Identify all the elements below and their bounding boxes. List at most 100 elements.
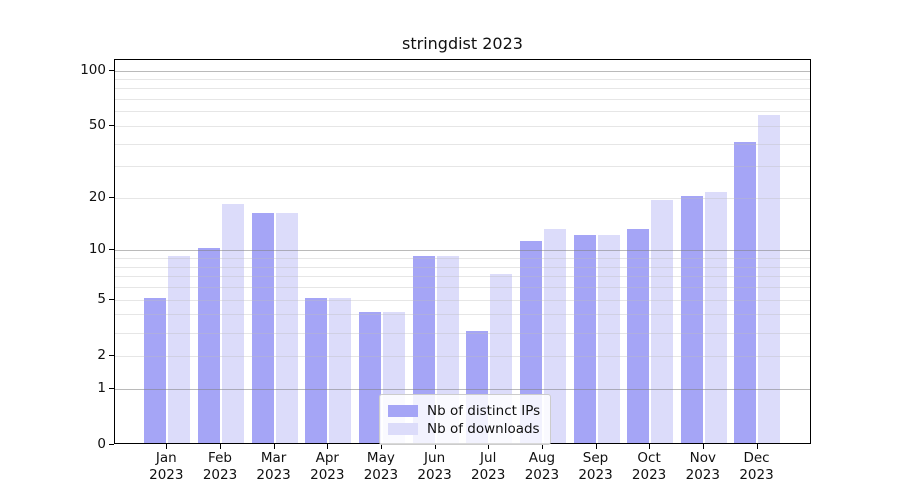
- x-tick-label-may: May 2023: [351, 450, 411, 484]
- x-tick-label-feb: Feb 2023: [190, 450, 250, 484]
- x-tick-label-jun: Jun 2023: [405, 450, 465, 484]
- x-tick-label-line: Mar: [260, 450, 287, 466]
- y-tick-mark: [109, 387, 114, 389]
- y-tick-label: 100: [80, 61, 106, 78]
- gridline-minor: [115, 126, 810, 127]
- x-tick-mark: [273, 444, 275, 449]
- x-tick-mark: [434, 444, 436, 449]
- y-tick-label: 0: [97, 436, 106, 452]
- bar-distinct-ips: [680, 196, 703, 443]
- x-tick-label-line: 2023: [363, 467, 399, 483]
- y-tick-label: 1: [97, 379, 106, 396]
- gridline-minor: [115, 111, 810, 113]
- x-tick-label-aug: Aug 2023: [512, 450, 572, 484]
- x-tick-mark: [220, 444, 221, 449]
- x-tick-label-mar: Mar 2023: [244, 450, 304, 484]
- bar-downloads: [329, 297, 352, 443]
- x-tick-label-line: Jul: [480, 450, 497, 466]
- legend-item-distinct-ips: Nb of distinct IPs: [388, 402, 540, 419]
- x-tick-label-line: Jun: [424, 450, 446, 466]
- x-tick-label-line: 2023: [739, 467, 774, 483]
- bar-downloads: [597, 234, 620, 443]
- x-tick-label-line: 2023: [524, 467, 560, 483]
- x-tick-mark: [380, 444, 382, 449]
- bar-distinct-ips: [305, 297, 328, 443]
- x-tick-label-nov: Nov 2023: [673, 450, 733, 484]
- bar-distinct-ips: [573, 234, 596, 443]
- x-tick-label-dec: Dec 2023: [727, 450, 787, 484]
- gridline-minor: [115, 166, 810, 168]
- bar-downloads: [758, 115, 781, 443]
- y-tick-label: 50: [88, 117, 106, 133]
- x-tick-label-line: Dec: [743, 450, 770, 466]
- x-tick-label-line: 2023: [471, 467, 506, 483]
- legend-swatch-distinct-ips: [388, 404, 418, 417]
- gridline-minor: [115, 143, 810, 145]
- y-tick-mark: [109, 444, 114, 445]
- bar-downloads: [168, 256, 191, 443]
- y-tick-mark: [109, 125, 114, 126]
- x-tick-label-line: Jan: [155, 450, 177, 466]
- bar-distinct-ips: [627, 228, 650, 443]
- x-tick-label-line: May: [366, 450, 395, 466]
- y-tick-label: 20: [88, 189, 106, 205]
- x-tick-label-line: Apr: [315, 450, 339, 466]
- y-tick-mark: [109, 69, 114, 71]
- legend-swatch-downloads: [388, 422, 418, 435]
- x-tick-label-line: 2023: [149, 467, 184, 483]
- x-tick-label-jan: Jan 2023: [136, 450, 196, 484]
- x-tick-label-line: 2023: [578, 467, 613, 483]
- legend-label-distinct-ips: Nb of distinct IPs: [427, 402, 541, 419]
- gridline-minor: [115, 79, 810, 80]
- x-tick-label-line: Aug: [528, 450, 556, 466]
- plot-area: Nb of distinct IPs Nb of downloads: [114, 59, 811, 445]
- x-tick-label-line: Oct: [637, 450, 661, 466]
- bar-distinct-ips: [358, 312, 381, 443]
- bar-distinct-ips: [734, 141, 757, 443]
- gridline-minor: [115, 99, 810, 101]
- x-tick-label-line: 2023: [631, 467, 667, 483]
- x-tick-label-apr: Apr 2023: [297, 450, 357, 484]
- x-tick-label-line: 2023: [256, 467, 291, 483]
- chart-title: stringdist 2023: [402, 34, 523, 53]
- x-tick-mark: [649, 444, 651, 449]
- bar-downloads: [651, 199, 674, 443]
- x-tick-label-jul: Jul 2023: [458, 450, 518, 484]
- y-tick-label: 10: [88, 241, 106, 258]
- legend: Nb of distinct IPs Nb of downloads: [379, 394, 552, 445]
- y-tick-mark: [109, 354, 114, 356]
- y-tick-mark: [109, 197, 114, 198]
- legend-label-downloads: Nb of downloads: [427, 420, 540, 437]
- x-tick-label-line: Sep: [582, 450, 609, 466]
- x-tick-label-line: 2023: [417, 467, 452, 483]
- x-tick-mark: [327, 444, 329, 449]
- gridline-major: [115, 70, 810, 72]
- y-tick-label: 2: [97, 346, 106, 363]
- y-tick-mark: [109, 298, 114, 300]
- x-tick-label-line: 2023: [685, 467, 720, 483]
- x-tick-mark: [166, 444, 168, 449]
- x-tick-mark: [702, 444, 704, 449]
- x-tick-label-oct: Oct 2023: [619, 450, 679, 484]
- bar-downloads: [704, 192, 727, 443]
- y-tick-mark: [109, 249, 114, 251]
- x-tick-mark: [488, 444, 490, 449]
- legend-item-downloads: Nb of downloads: [388, 420, 540, 437]
- bar-distinct-ips: [197, 248, 220, 443]
- x-tick-mark: [595, 444, 597, 449]
- x-tick-label-line: Feb: [208, 450, 232, 466]
- bar-distinct-ips: [519, 241, 542, 443]
- bar-downloads: [221, 204, 244, 443]
- x-tick-label-line: 2023: [310, 467, 345, 483]
- bar-distinct-ips: [144, 297, 167, 443]
- gridline-minor: [115, 88, 810, 90]
- x-tick-mark: [756, 444, 758, 449]
- x-tick-mark: [541, 444, 543, 449]
- x-tick-label-sep: Sep 2023: [566, 450, 626, 484]
- bar-downloads: [275, 213, 298, 443]
- x-tick-label-line: 2023: [202, 467, 238, 483]
- x-tick-label-line: Nov: [689, 450, 716, 466]
- y-tick-label: 5: [97, 290, 106, 307]
- bar-distinct-ips: [251, 213, 274, 443]
